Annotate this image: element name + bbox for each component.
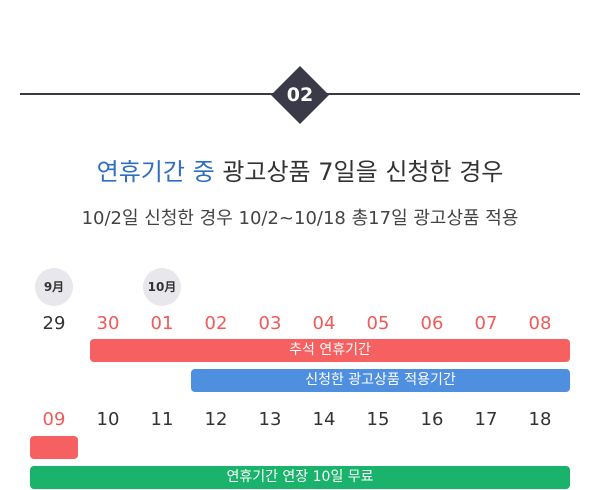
subline: 10/2일 신청한 경우 10/2~10/18 총17일 광고상품 적용 — [81, 208, 519, 229]
headline-accent: 연휴기간 중 — [96, 158, 215, 186]
month-badge-october: 10月 — [143, 268, 181, 306]
diamond-badge-shape — [271, 66, 329, 124]
day-cell-holiday: 04 — [312, 313, 336, 334]
day-cell-holiday: 06 — [420, 313, 444, 334]
day-cell: 13 — [258, 409, 282, 430]
day-cell: 10 — [96, 409, 120, 430]
day-cell: 16 — [420, 409, 444, 430]
step-number: 02 — [286, 84, 314, 106]
extension-period-bar: 연휴기간 연장 10일 무료 — [30, 466, 570, 489]
day-cell: 18 — [528, 409, 552, 430]
day-cell-holiday: 09 — [42, 409, 66, 430]
day-cell: 17 — [474, 409, 498, 430]
day-cell: 12 — [204, 409, 228, 430]
day-cell-holiday: 05 — [366, 313, 390, 334]
day-cell: 15 — [366, 409, 390, 430]
day-cell-holiday: 02 — [204, 313, 228, 334]
day-cell: 29 — [42, 313, 66, 334]
holiday-period-bar: 추석 연휴기간 — [90, 339, 570, 362]
month-badge-september: 9月 — [35, 268, 73, 306]
day-cell: 11 — [150, 409, 174, 430]
day-cell-holiday: 01 — [150, 313, 174, 334]
day-cell-holiday: 07 — [474, 313, 498, 334]
applied-period-bar: 신청한 광고상품 적용기간 — [191, 369, 570, 392]
day-cell-holiday: 03 — [258, 313, 282, 334]
holiday-period-bar-continued — [30, 436, 78, 459]
day-cell: 14 — [312, 409, 336, 430]
headline-rest: 광고상품 7일을 신청한 경우 — [222, 158, 504, 186]
step-badge: 02 — [271, 66, 329, 124]
day-cell-holiday: 30 — [96, 313, 120, 334]
headline: 연휴기간 중 광고상품 7일을 신청한 경우 — [0, 152, 600, 187]
day-cell-holiday: 08 — [528, 313, 552, 334]
